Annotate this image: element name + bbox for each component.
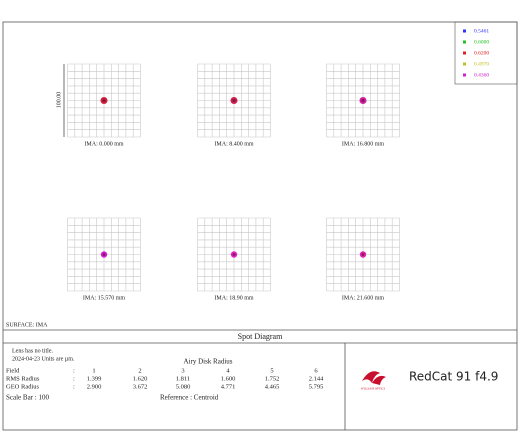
table-cell: : bbox=[73, 375, 75, 382]
spot-core bbox=[361, 98, 365, 103]
spot-core bbox=[102, 98, 106, 103]
table-cell: 6 bbox=[314, 367, 318, 374]
legend-label: 0.4360 bbox=[474, 72, 489, 78]
field-label: IMA: 18.90 mm bbox=[214, 295, 254, 301]
legend-marker bbox=[463, 51, 466, 55]
table-cell: 1 bbox=[92, 367, 95, 374]
table-cell: 5 bbox=[270, 367, 273, 374]
table-cell: : bbox=[73, 367, 75, 374]
scale-bar-label: 100.00 bbox=[56, 92, 62, 109]
table-cell: RMS Radius bbox=[6, 375, 40, 382]
legend-marker bbox=[463, 29, 466, 33]
legend-label: 0.5461 bbox=[474, 28, 489, 34]
table-cell: 1.399 bbox=[87, 375, 102, 382]
table-cell: 3 bbox=[181, 367, 184, 374]
table-cell: GEO Radius bbox=[6, 383, 40, 390]
field-label: IMA: 8.400 mm bbox=[214, 141, 254, 147]
logo-brand: RedCat 91 f4.9 bbox=[409, 370, 498, 384]
field-label: IMA: 0.000 mm bbox=[84, 141, 124, 147]
table-cell: : bbox=[73, 383, 75, 390]
table-cell: 1.600 bbox=[221, 375, 236, 382]
legend-marker bbox=[463, 40, 466, 44]
table-cell: 5.795 bbox=[309, 383, 324, 390]
table-cell: 1.620 bbox=[133, 375, 148, 382]
legend-label: 0.6200 bbox=[474, 50, 489, 56]
surface-label: SURFACE: IMA bbox=[6, 322, 48, 328]
spot-core bbox=[102, 253, 106, 256]
reference: Reference : Centroid bbox=[160, 394, 219, 402]
table-cell: 3.672 bbox=[133, 383, 148, 390]
field-label: IMA: 16.800 mm bbox=[342, 141, 385, 147]
logo-mark bbox=[362, 371, 386, 385]
footer-title: Spot Diagram bbox=[238, 332, 283, 341]
table-cell: 1.811 bbox=[176, 375, 190, 382]
spot-core bbox=[361, 253, 365, 256]
spot-core bbox=[232, 253, 236, 256]
frame bbox=[2, 21, 518, 431]
lens-title: Lens has no title. bbox=[12, 348, 53, 354]
airy-label: Airy Disk Radius bbox=[184, 358, 233, 366]
table-cell: 4 bbox=[226, 367, 230, 374]
field-label: IMA: 15.570 mm bbox=[83, 295, 126, 301]
legend-label: 0.4970 bbox=[474, 61, 489, 67]
field-label: IMA: 21.600 mm bbox=[342, 295, 385, 301]
scale-bar: Scale Bar : 100 bbox=[6, 394, 49, 402]
legend-marker bbox=[463, 62, 466, 66]
table-cell: Field bbox=[6, 367, 20, 374]
logo-maker: WILLIAM OPTICS bbox=[361, 387, 386, 391]
table-cell: 2 bbox=[138, 367, 141, 374]
table-cell: 5.080 bbox=[176, 383, 191, 390]
table-cell: 4.771 bbox=[221, 383, 236, 390]
spot-core bbox=[232, 98, 236, 103]
legend-marker bbox=[463, 73, 466, 77]
logo: WILLIAM OPTICS RedCat 91 f4.9 bbox=[361, 370, 499, 391]
table-cell: 2.144 bbox=[309, 375, 324, 382]
legend-box bbox=[454, 21, 518, 85]
table-cell: 1.752 bbox=[265, 375, 280, 382]
date-units: 2024-04-23 Units are µm. bbox=[12, 356, 75, 362]
legend-label: 0.6000 bbox=[474, 39, 489, 45]
table-cell: 4.465 bbox=[265, 383, 280, 390]
table-cell: 2.900 bbox=[87, 383, 102, 390]
